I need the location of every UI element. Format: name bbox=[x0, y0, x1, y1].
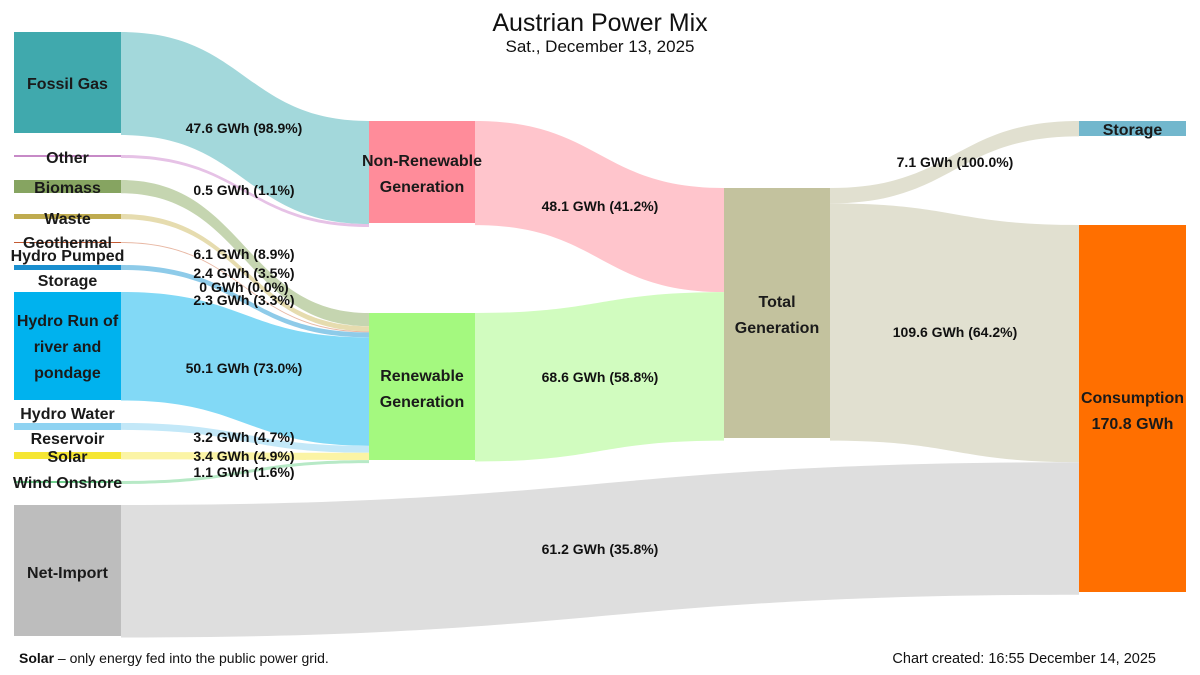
node-fossil_gas bbox=[14, 32, 121, 133]
flow-label-waste-to-renewable: 2.4 GWh (3.5%) bbox=[193, 265, 294, 281]
chart-title: Austrian Power Mix bbox=[492, 9, 708, 37]
node-non_renewable bbox=[369, 121, 475, 223]
flow-label-hydro_ror-to-renewable: 50.1 GWh (73.0%) bbox=[186, 360, 303, 376]
node-label-hydro_res-line2: Reservoir bbox=[31, 431, 105, 448]
node-label-biomass: Biomass bbox=[34, 180, 101, 197]
node-label-wind: Wind Onshore bbox=[13, 475, 122, 492]
sankey-node-labels: Fossil GasOtherBiomassWasteGeothermalHyd… bbox=[11, 76, 1184, 582]
sankey-flow-labels: 47.6 GWh (98.9%) 0.5 GWh (1.1%) 6.1 GWh (8… bbox=[186, 120, 1018, 557]
node-storage_out bbox=[1079, 121, 1186, 136]
sankey-nodes bbox=[14, 32, 1186, 636]
flow-total-to-storage_out bbox=[830, 121, 1079, 204]
node-label-consumption-line1: Consumption bbox=[1081, 390, 1184, 407]
node-hydro_res bbox=[14, 423, 121, 430]
node-solar bbox=[14, 452, 121, 459]
node-biomass bbox=[14, 180, 121, 193]
footnote: Solar – only energy fed into the public … bbox=[19, 650, 329, 666]
node-label-fossil_gas: Fossil Gas bbox=[27, 76, 108, 93]
node-label-non_renewable-line2: Generation bbox=[380, 179, 464, 196]
node-consumption bbox=[1079, 225, 1186, 592]
flow-label-solar-to-renewable: 3.4 GWh (4.9%) bbox=[193, 448, 294, 464]
flow-fossil_gas-to-non_renewable bbox=[121, 32, 369, 225]
node-label-storage_out: Storage bbox=[1103, 122, 1163, 139]
flow-label-total-to-storage_out: 7.1 GWh (100.0%) bbox=[897, 154, 1014, 170]
flow-net_import-to-consumption bbox=[121, 462, 1079, 638]
node-label-total-line2: Generation bbox=[735, 320, 819, 337]
node-label-renewable-line1: Renewable bbox=[380, 368, 464, 385]
node-other bbox=[14, 155, 121, 157]
flow-label-hydro_pumped-to-renewable: 2.3 GWh (3.3%) bbox=[193, 292, 294, 308]
chart-subtitle: Sat., December 13, 2025 bbox=[505, 37, 695, 56]
flow-label-hydro_res-to-renewable: 3.2 GWh (4.7%) bbox=[193, 429, 294, 445]
node-label-hydro_ror-line2: river and bbox=[34, 339, 102, 356]
flow-waste-to-renewable bbox=[121, 214, 369, 332]
flow-wind-to-renewable bbox=[121, 460, 369, 484]
node-renewable bbox=[369, 313, 475, 460]
flow-solar-to-renewable bbox=[121, 452, 369, 461]
node-label-hydro_res-line1: Hydro Water bbox=[20, 406, 115, 423]
node-hydro_ror bbox=[14, 292, 121, 400]
node-geothermal bbox=[14, 242, 121, 243]
sankey-links bbox=[121, 32, 1079, 638]
node-label-geothermal: Geothermal bbox=[23, 235, 112, 252]
node-label-solar: Solar bbox=[47, 449, 87, 466]
flow-label-geothermal-to-renewable: 0 GWh (0.0%) bbox=[199, 279, 288, 295]
flow-label-total-to-consumption: 109.6 GWh (64.2%) bbox=[893, 324, 1018, 340]
node-wind bbox=[14, 481, 121, 483]
node-net_import bbox=[14, 505, 121, 636]
flow-total-to-consumption bbox=[830, 203, 1079, 463]
node-label-hydro_pumped-line2: Storage bbox=[38, 273, 98, 290]
node-label-total-line1: Total bbox=[758, 294, 795, 311]
flow-hydro_ror-to-renewable bbox=[121, 292, 369, 446]
node-label-hydro_pumped-line1: Hydro Pumped bbox=[11, 248, 125, 265]
footnote-term: Solar bbox=[19, 650, 55, 666]
footnote-text: – only energy fed into the public power … bbox=[54, 650, 329, 666]
flow-non_renewable-to-total bbox=[475, 121, 724, 293]
flow-renewable-to-total bbox=[475, 292, 724, 462]
node-label-hydro_ror-line1: Hydro Run of bbox=[17, 313, 119, 330]
node-total bbox=[724, 188, 830, 438]
node-label-waste: Waste bbox=[44, 211, 91, 228]
node-label-hydro_ror-line3: pondage bbox=[34, 365, 101, 382]
flow-label-other-to-non_renewable: 0.5 GWh (1.1%) bbox=[193, 182, 294, 198]
flow-other-to-non_renewable bbox=[121, 155, 369, 228]
node-waste bbox=[14, 214, 121, 219]
node-label-other: Other bbox=[46, 150, 89, 167]
node-hydro_pumped bbox=[14, 265, 121, 270]
flow-label-biomass-to-renewable: 6.1 GWh (8.9%) bbox=[193, 246, 294, 262]
node-label-renewable-line2: Generation bbox=[380, 394, 464, 411]
flow-label-renewable-to-total: 68.6 GWh (58.8%) bbox=[542, 369, 659, 385]
flow-label-fossil_gas-to-non_renewable: 47.6 GWh (98.9%) bbox=[186, 120, 303, 136]
node-label-non_renewable-line1: Non-Renewable bbox=[362, 153, 482, 170]
node-label-net_import: Net-Import bbox=[27, 565, 109, 582]
flow-hydro_pumped-to-renewable bbox=[121, 265, 369, 338]
flow-label-wind-to-renewable: 1.1 GWh (1.6%) bbox=[193, 464, 294, 480]
node-label-consumption-line2: 170.8 GWh bbox=[1092, 416, 1174, 433]
chart-created-timestamp: Chart created: 16:55 December 14, 2025 bbox=[892, 651, 1156, 667]
flow-geothermal-to-renewable bbox=[121, 242, 369, 333]
flow-hydro_res-to-renewable bbox=[121, 423, 369, 453]
flow-label-net_import-to-consumption: 61.2 GWh (35.8%) bbox=[542, 541, 659, 557]
flow-biomass-to-renewable bbox=[121, 180, 369, 327]
flow-label-non_renewable-to-total: 48.1 GWh (41.2%) bbox=[542, 198, 659, 214]
